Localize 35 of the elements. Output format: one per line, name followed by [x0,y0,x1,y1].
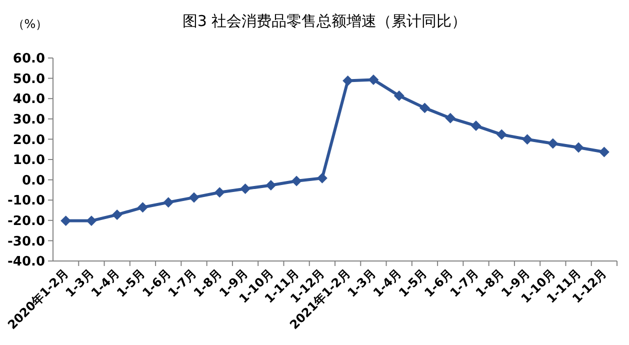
point [163,197,174,208]
point [419,102,430,114]
point [470,120,482,132]
point [394,90,404,101]
y-tick-label: -30.0 [8,234,45,250]
y-axis-title: （%） [12,17,48,31]
point [86,216,97,226]
point [266,180,276,191]
y-tick-label: -10.0 [8,194,45,209]
chart-title: 图3 社会消费品零售总额增速（累计同比） [182,12,467,30]
point [240,183,251,194]
y-tick-label: 40.0 [12,92,45,108]
point [548,138,558,149]
point [522,134,533,145]
y-tick-label: 0.0 [22,173,45,188]
y-tick-label: 20.0 [12,132,45,148]
point [137,202,148,213]
y-tick-label: -40.0 [8,254,45,270]
point [214,187,225,198]
point [496,129,507,140]
point [598,146,610,158]
point [60,216,72,226]
point [188,192,200,203]
y-tick-label: 60.0 [12,52,45,67]
y-tick-label: 30.0 [12,112,45,128]
y-tick-label: -20.0 [8,214,45,229]
point [112,209,122,220]
point [291,176,302,186]
point [573,142,584,153]
y-tick-label: 10.0 [12,153,45,168]
point [445,112,456,124]
point [316,172,328,184]
y-tick-label: 50.0 [12,72,45,87]
point [368,74,379,85]
point [342,75,354,86]
